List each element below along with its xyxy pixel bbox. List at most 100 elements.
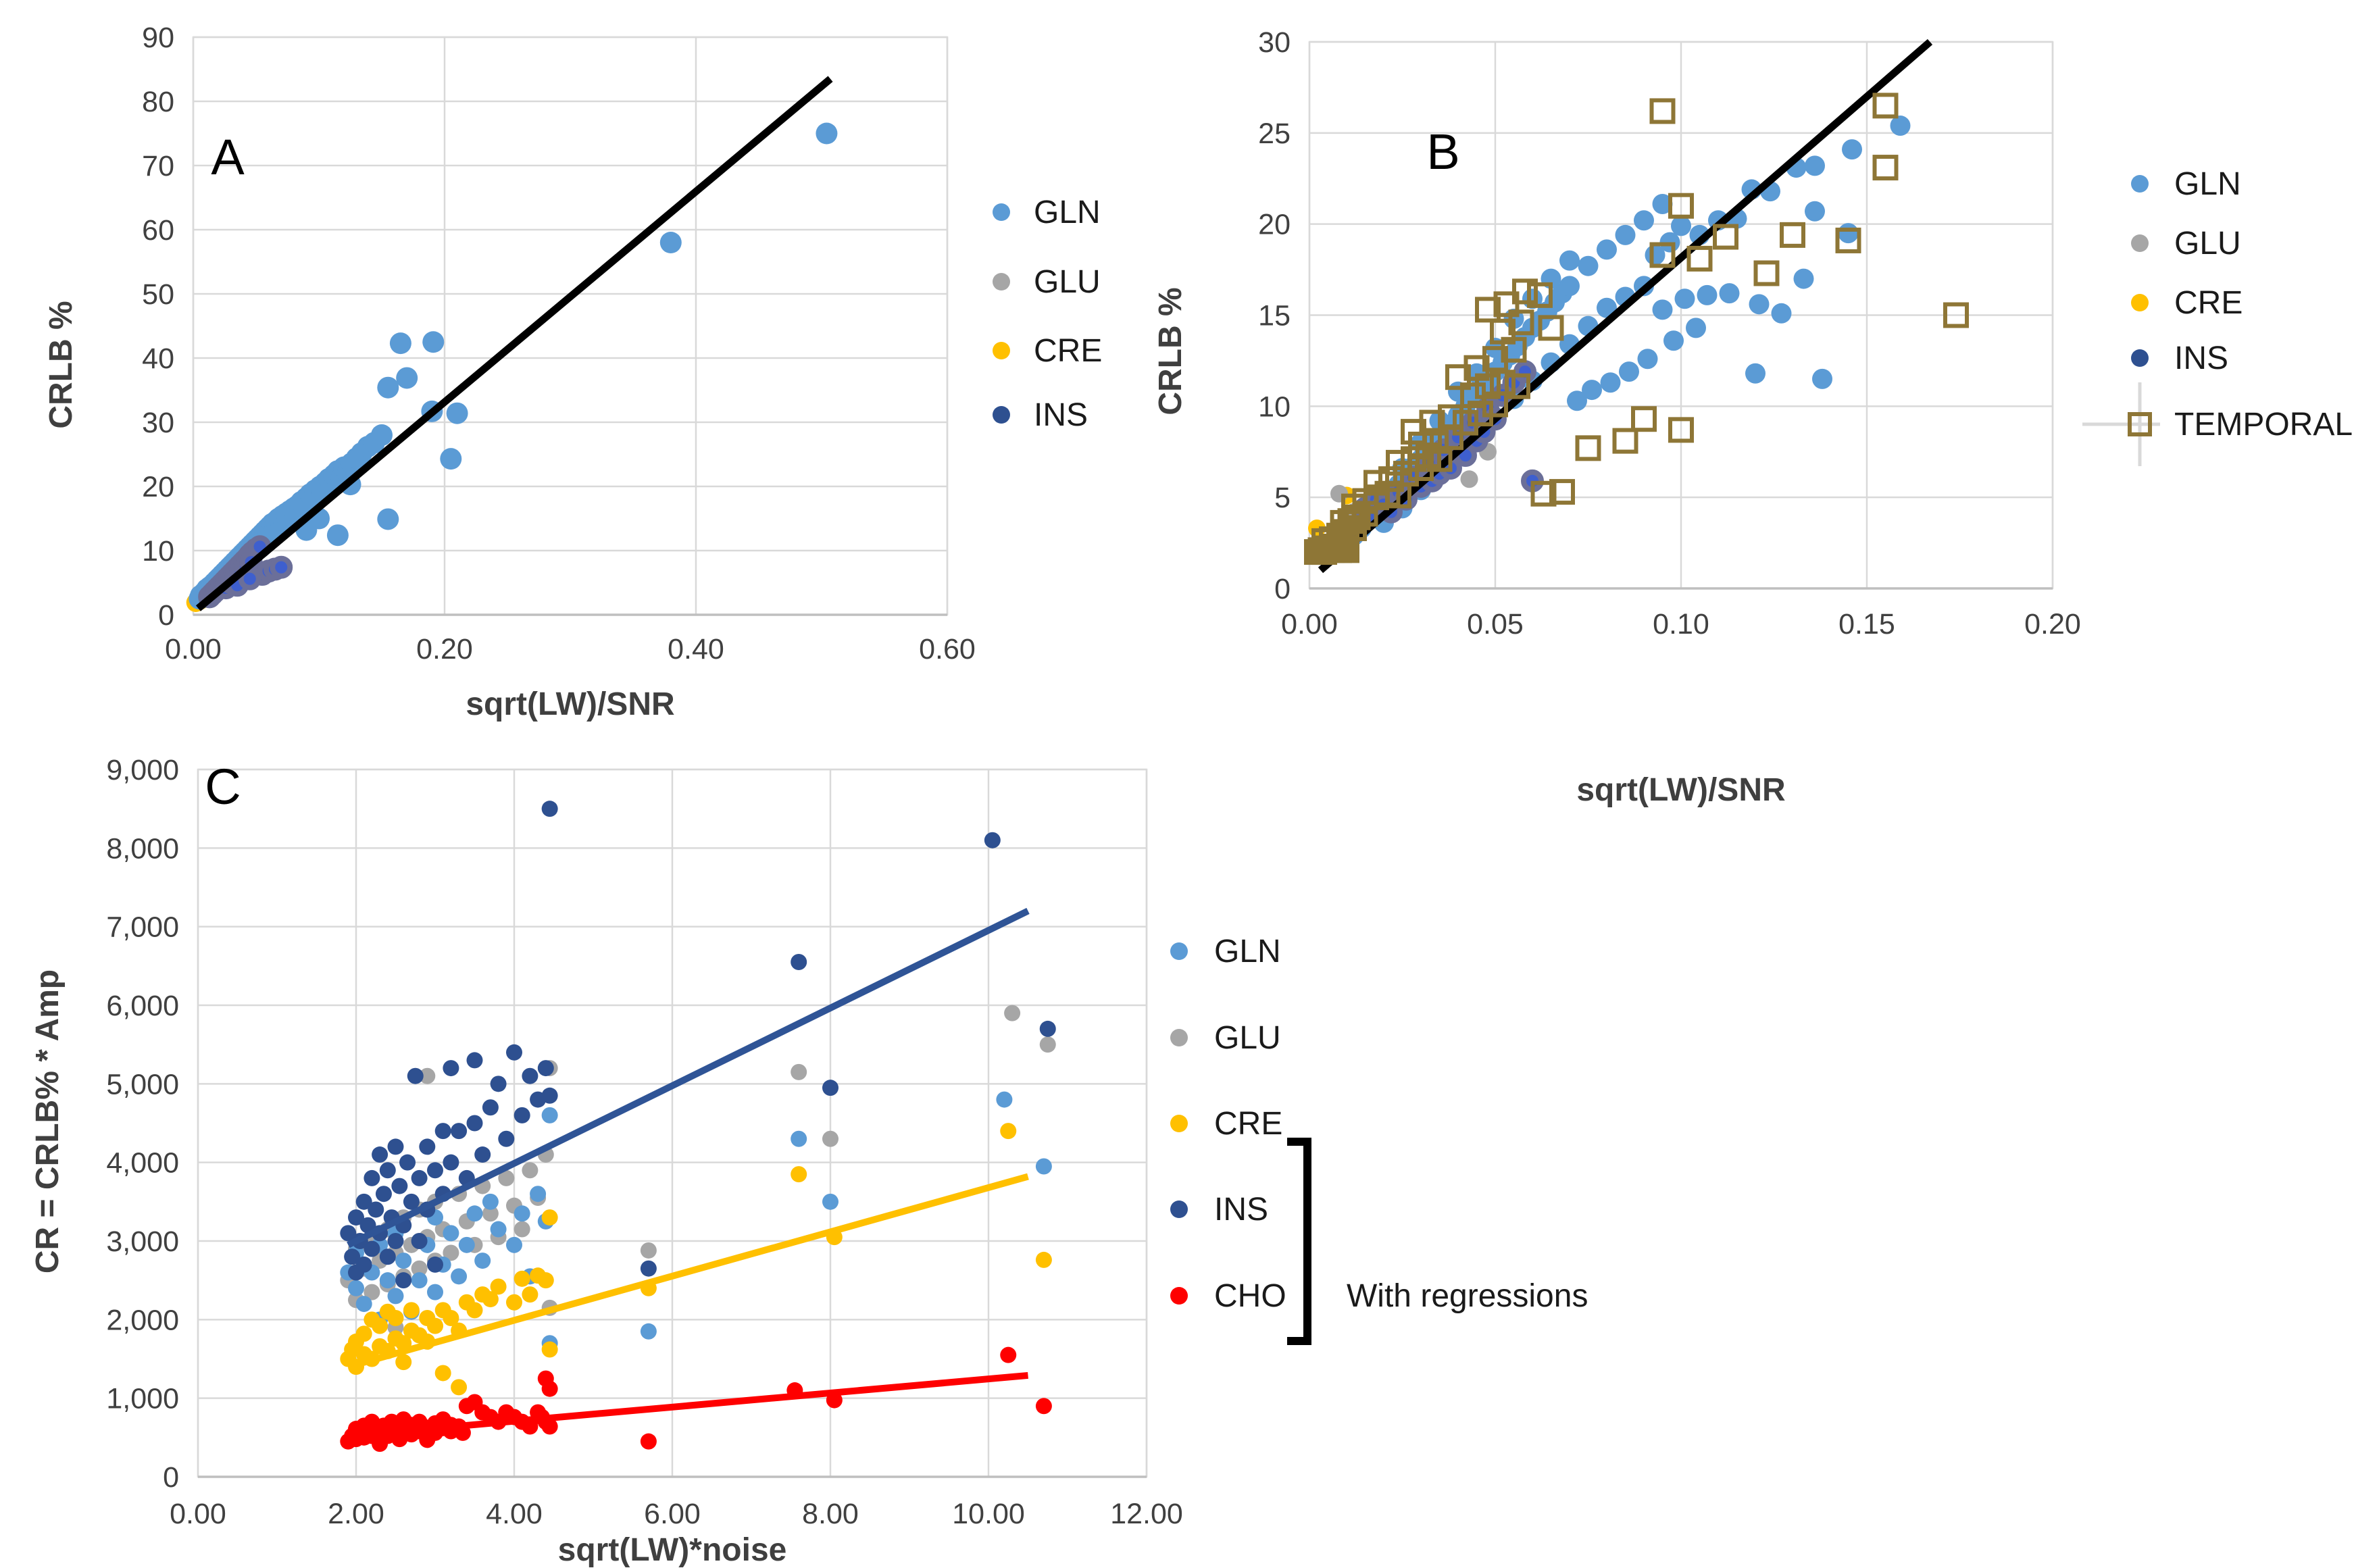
series-cre-points bbox=[340, 1123, 1052, 1396]
data-point bbox=[541, 1107, 558, 1123]
data-point bbox=[482, 1193, 499, 1210]
legend-label: INS bbox=[2174, 340, 2228, 376]
data-point bbox=[395, 1272, 412, 1289]
x-tick-label: 0.15 bbox=[1838, 608, 1895, 640]
data-point-square bbox=[1549, 479, 1575, 505]
x-tick-label: 6.00 bbox=[644, 1498, 701, 1530]
legend-label: CHO bbox=[1214, 1278, 1286, 1314]
legend-marker-dot-icon bbox=[1170, 1287, 1188, 1305]
data-point bbox=[791, 1166, 807, 1183]
data-point bbox=[1000, 1346, 1017, 1363]
data-point bbox=[816, 122, 838, 145]
legend-marker-dot-icon bbox=[1170, 1200, 1188, 1218]
data-point bbox=[1578, 255, 1599, 276]
data-point bbox=[1805, 201, 1825, 222]
y-tick-label: 0 bbox=[163, 1461, 179, 1494]
data-point bbox=[522, 1286, 539, 1303]
x-tick-label: 2.00 bbox=[328, 1498, 384, 1530]
legend-A: GLN GLU CRE INS bbox=[993, 195, 1102, 433]
data-point bbox=[498, 1169, 515, 1186]
data-point bbox=[451, 1123, 468, 1140]
data-point bbox=[344, 1248, 361, 1265]
x-tick-label: 0.20 bbox=[2024, 608, 2081, 640]
panel-letter: B bbox=[1426, 124, 1459, 180]
data-point bbox=[522, 1067, 539, 1084]
data-point bbox=[1615, 224, 1636, 245]
chart-C: 0.00 2.00 4.00 6.00 8.00 10.00 12.00 0 1,000 2,00… bbox=[30, 754, 1588, 1568]
data-point bbox=[440, 448, 462, 470]
y-tick-label: 30 bbox=[142, 407, 174, 439]
x-tick-label: 12.00 bbox=[1110, 1498, 1183, 1530]
data-point bbox=[379, 1248, 396, 1265]
y-tick-label: 70 bbox=[142, 150, 174, 182]
x-tick-label: 0.05 bbox=[1467, 608, 1524, 640]
legend-marker-dot-icon bbox=[993, 342, 1010, 359]
data-point bbox=[372, 1146, 389, 1163]
y-tick-label: 30 bbox=[1258, 26, 1291, 59]
data-point bbox=[387, 1310, 404, 1327]
y-tick-label: 0 bbox=[158, 599, 174, 632]
data-point bbox=[364, 1240, 380, 1257]
data-point bbox=[446, 402, 468, 424]
series-temporal-points bbox=[1304, 93, 1969, 565]
data-point bbox=[537, 1370, 554, 1387]
data-point bbox=[1039, 1020, 1056, 1037]
y-axis-title: CRLB % bbox=[43, 301, 79, 428]
data-point bbox=[427, 1317, 443, 1334]
x-tick-label: 0.00 bbox=[165, 633, 222, 665]
data-point bbox=[822, 1080, 838, 1096]
legend-label: GLN bbox=[1034, 195, 1101, 230]
data-point bbox=[1838, 223, 1859, 244]
data-point bbox=[411, 1233, 428, 1249]
gridlines bbox=[1308, 41, 2054, 590]
y-tick-label: 50 bbox=[142, 278, 174, 311]
data-point bbox=[443, 1225, 459, 1242]
data-point bbox=[1600, 372, 1621, 393]
data-point-square bbox=[1378, 466, 1404, 492]
data-point bbox=[443, 1310, 459, 1327]
legend-label: INS bbox=[1034, 397, 1088, 433]
data-point bbox=[466, 1205, 483, 1222]
data-point bbox=[395, 1354, 412, 1371]
data-point bbox=[1749, 294, 1770, 315]
data-point bbox=[443, 1060, 459, 1077]
data-point bbox=[490, 1221, 507, 1238]
data-point-square bbox=[1649, 242, 1676, 268]
data-point bbox=[640, 1260, 657, 1277]
y-tick-label: 8,000 bbox=[106, 832, 179, 865]
series-ins-points bbox=[340, 801, 1056, 1289]
legend-bracket bbox=[1287, 1138, 1311, 1345]
x-axis-title: sqrt(LW)*noise bbox=[558, 1532, 787, 1568]
x-tick-label: 8.00 bbox=[802, 1498, 859, 1530]
data-point bbox=[822, 1130, 838, 1147]
y-tick-label: 80 bbox=[142, 86, 174, 118]
y-tick-label: 20 bbox=[142, 471, 174, 503]
data-point bbox=[514, 1107, 530, 1123]
data-point bbox=[364, 1284, 380, 1300]
data-point bbox=[340, 1225, 357, 1242]
data-point bbox=[466, 1302, 483, 1319]
data-point bbox=[355, 1193, 372, 1210]
data-point-square bbox=[1512, 278, 1538, 305]
data-point-square bbox=[1631, 406, 1657, 432]
data-point-square bbox=[1872, 93, 1899, 119]
data-point bbox=[1559, 250, 1580, 271]
panel-letter: C bbox=[205, 759, 241, 815]
data-point bbox=[791, 1130, 807, 1147]
data-point bbox=[522, 1162, 539, 1179]
data-point-square bbox=[1538, 315, 1564, 341]
data-point bbox=[474, 1253, 491, 1269]
data-point-square bbox=[1612, 428, 1638, 454]
data-point bbox=[1460, 470, 1478, 488]
data-point bbox=[411, 1260, 428, 1277]
data-point bbox=[1697, 284, 1718, 305]
data-point bbox=[427, 1256, 443, 1273]
legend-marker-dot-icon bbox=[1170, 942, 1188, 960]
data-point bbox=[1619, 361, 1639, 382]
x-axis-title: sqrt(LW)/SNR bbox=[1576, 772, 1785, 808]
y-tick-label: 90 bbox=[142, 22, 174, 54]
data-point bbox=[1842, 139, 1862, 160]
data-point bbox=[419, 1138, 436, 1155]
data-point bbox=[403, 1302, 420, 1319]
data-point bbox=[984, 832, 1001, 849]
